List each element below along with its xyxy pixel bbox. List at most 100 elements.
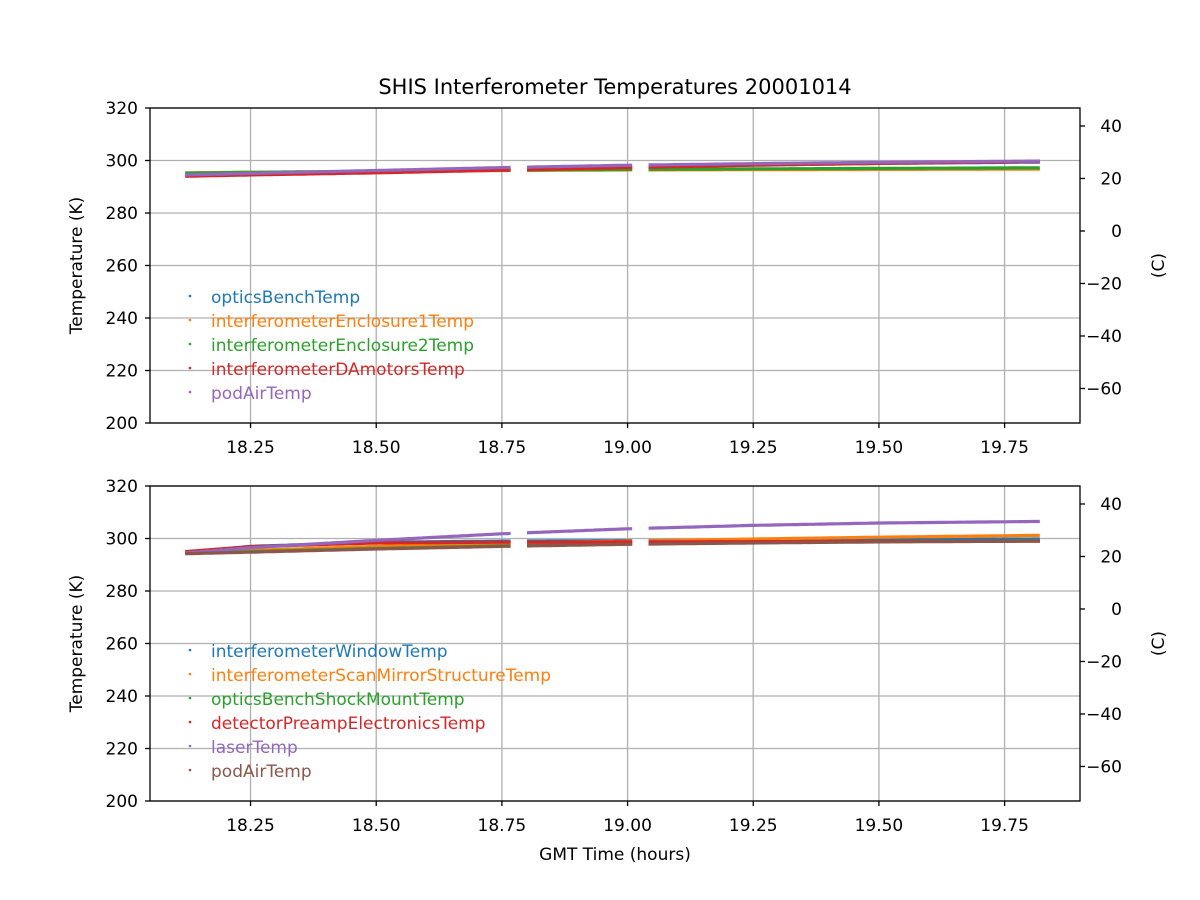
plot-area bbox=[185, 519, 1040, 556]
series-podAirTemp bbox=[185, 539, 1040, 556]
y2-axis: 40 20 0 −20 −40 −60 (C) bbox=[1080, 117, 1169, 399]
legend-label: detectorPreampElectronicsTemp bbox=[211, 714, 486, 734]
y2-tick-label: 0 bbox=[1111, 600, 1122, 620]
data-points bbox=[648, 159, 1040, 167]
data-points bbox=[648, 539, 1040, 546]
legend-marker bbox=[188, 672, 192, 676]
data-points bbox=[526, 527, 633, 535]
y-tick-label: 200 bbox=[106, 414, 138, 434]
x-tick-label: 19.00 bbox=[603, 438, 652, 458]
data-points bbox=[526, 542, 633, 548]
legend-item: laserTemp bbox=[188, 738, 298, 758]
y2-tick-label: −60 bbox=[1086, 379, 1122, 399]
chart-title: SHIS Interferometer Temperatures 2000101… bbox=[378, 75, 851, 99]
x-axis: 18.25 18.50 18.75 19.00 19.25 19.50 19.75 bbox=[226, 801, 1029, 836]
x-tick-label: 18.25 bbox=[226, 438, 275, 458]
legend-item: detectorPreampElectronicsTemp bbox=[188, 714, 486, 734]
y-tick-label: 220 bbox=[106, 740, 138, 760]
legend-label: interferometerDAmotorsTemp bbox=[211, 360, 465, 380]
data-points bbox=[185, 165, 511, 177]
y-tick-label: 260 bbox=[106, 635, 138, 655]
y2-tick-label: 20 bbox=[1100, 169, 1122, 189]
y2-axis-label: (C) bbox=[1149, 253, 1169, 278]
data-points bbox=[185, 531, 511, 555]
legend-marker bbox=[188, 294, 192, 298]
legend-item: podAirTemp bbox=[188, 762, 312, 782]
legend-label: podAirTemp bbox=[211, 762, 312, 782]
y-tick-label: 220 bbox=[106, 362, 138, 382]
legend-item: interferometerEnclosure1Temp bbox=[188, 312, 474, 332]
legend: opticsBenchTemp interferometerEnclosure1T… bbox=[188, 288, 474, 404]
legend-marker bbox=[188, 318, 192, 322]
legend-marker bbox=[188, 648, 192, 652]
legend-label: interferometerEnclosure1Temp bbox=[211, 312, 474, 332]
x-tick-label: 19.75 bbox=[980, 438, 1029, 458]
y-tick-label: 320 bbox=[106, 477, 138, 497]
x-tick-label: 19.75 bbox=[980, 816, 1029, 836]
y2-axis: 40 20 0 −20 −40 −60 (C) bbox=[1080, 495, 1169, 777]
legend-marker bbox=[188, 744, 192, 748]
bottom-panel: 18.25 18.50 18.75 19.00 19.25 19.50 19.7520022… bbox=[67, 477, 1169, 836]
legend-label: opticsBenchShockMountTemp bbox=[211, 690, 465, 710]
data-points bbox=[648, 533, 1040, 543]
y2-tick-label: −40 bbox=[1086, 327, 1122, 347]
legend-label: interferometerEnclosure2Temp bbox=[211, 336, 474, 356]
x-axis: 18.25 18.50 18.75 19.00 19.25 19.50 19.75 bbox=[226, 423, 1029, 458]
series-podAirTemp bbox=[185, 159, 1040, 177]
y-tick-label: 300 bbox=[106, 530, 138, 550]
y-tick-label: 320 bbox=[106, 99, 138, 119]
legend-marker bbox=[188, 696, 192, 700]
legend-marker bbox=[188, 390, 192, 394]
y-tick-label: 200 bbox=[106, 792, 138, 812]
x-tick-label: 19.50 bbox=[855, 816, 904, 836]
legend-item: podAirTemp bbox=[188, 384, 312, 404]
data-points bbox=[185, 544, 511, 556]
y-axis: 200 220 240 260 280 300 320 Temperature (K) bbox=[67, 99, 150, 434]
x-tick-label: 18.50 bbox=[352, 438, 401, 458]
y-tick-label: 280 bbox=[106, 204, 138, 224]
legend-marker bbox=[188, 720, 192, 724]
top-panel: 18.25 18.50 18.75 19.00 19.25 19.50 19.7520022… bbox=[67, 99, 1169, 458]
y2-tick-label: 0 bbox=[1111, 222, 1122, 242]
x-tick-label: 18.75 bbox=[478, 816, 527, 836]
legend-item: interferometerEnclosure2Temp bbox=[188, 336, 474, 356]
legend-item: interferometerWindowTemp bbox=[188, 642, 448, 662]
legend: interferometerWindowTemp interferometerSc… bbox=[188, 642, 551, 782]
y2-tick-label: 20 bbox=[1100, 547, 1122, 567]
legend-label: interferometerWindowTemp bbox=[211, 642, 448, 662]
x-tick-label: 19.25 bbox=[729, 816, 778, 836]
legend-item: interferometerScanMirrorStructureTemp bbox=[188, 666, 551, 686]
legend-label: opticsBenchTemp bbox=[211, 288, 360, 308]
plot-area bbox=[185, 159, 1040, 178]
legend-label: laserTemp bbox=[211, 738, 298, 758]
x-tick-label: 18.50 bbox=[352, 816, 401, 836]
y2-tick-label: −20 bbox=[1086, 652, 1122, 672]
y2-axis-label: (C) bbox=[1149, 631, 1169, 656]
y-tick-label: 240 bbox=[106, 687, 138, 707]
y2-tick-label: 40 bbox=[1100, 495, 1122, 515]
x-tick-label: 18.75 bbox=[478, 438, 527, 458]
legend-item: opticsBenchShockMountTemp bbox=[188, 690, 465, 710]
x-tick-label: 19.25 bbox=[729, 438, 778, 458]
y2-tick-label: −60 bbox=[1086, 757, 1122, 777]
y-axis-label: Temperature (K) bbox=[67, 197, 87, 336]
y-tick-label: 240 bbox=[106, 309, 138, 329]
series-laserTemp bbox=[185, 519, 1040, 555]
legend-label: interferometerScanMirrorStructureTemp bbox=[211, 666, 551, 686]
y-tick-label: 300 bbox=[106, 152, 138, 172]
data-points bbox=[648, 519, 1040, 530]
x-tick-label: 19.50 bbox=[855, 438, 904, 458]
legend-marker bbox=[188, 366, 192, 370]
y2-tick-label: 40 bbox=[1100, 117, 1122, 137]
x-axis-label: GMT Time (hours) bbox=[539, 845, 691, 865]
x-tick-label: 18.25 bbox=[226, 816, 275, 836]
y-tick-label: 280 bbox=[106, 582, 138, 602]
legend-marker bbox=[188, 342, 192, 346]
legend-label: podAirTemp bbox=[211, 384, 312, 404]
data-points bbox=[527, 163, 633, 169]
y2-tick-label: −20 bbox=[1086, 274, 1122, 294]
y2-tick-label: −40 bbox=[1086, 705, 1122, 725]
data-points bbox=[526, 165, 633, 172]
x-tick-label: 19.00 bbox=[603, 816, 652, 836]
